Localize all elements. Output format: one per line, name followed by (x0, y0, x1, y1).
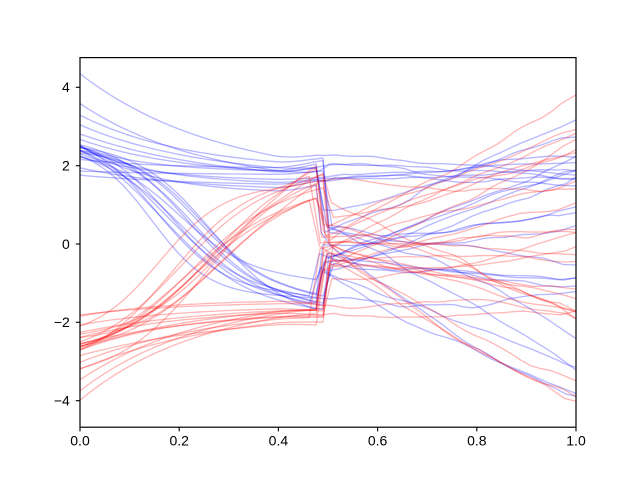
svg-text:0.8: 0.8 (467, 433, 487, 449)
svg-text:0.2: 0.2 (169, 433, 189, 449)
svg-text:0.6: 0.6 (368, 433, 388, 449)
svg-text:1.0: 1.0 (566, 433, 586, 449)
svg-text:0: 0 (62, 236, 70, 252)
svg-text:0.4: 0.4 (269, 433, 289, 449)
svg-text:0.0: 0.0 (70, 433, 90, 449)
svg-text:2: 2 (62, 158, 70, 174)
svg-text:−2: −2 (54, 314, 70, 330)
svg-text:−4: −4 (54, 393, 70, 409)
svg-text:4: 4 (62, 79, 70, 95)
